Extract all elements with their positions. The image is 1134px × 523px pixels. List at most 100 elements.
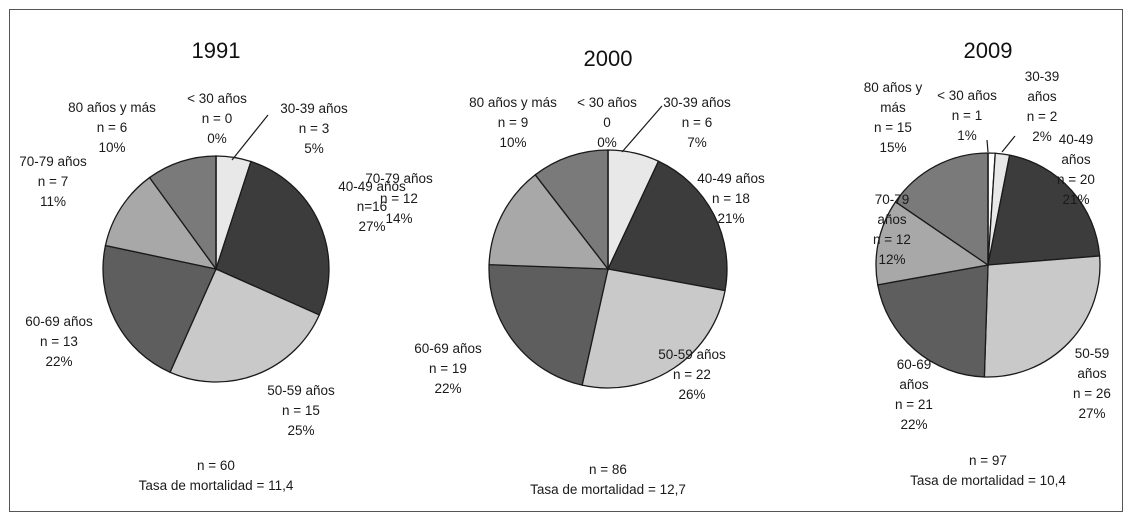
chart-footer-line: n = 86 [589,462,627,477]
slice-label: 50-59 años n = 26 27% [1073,346,1111,421]
slice-label-line: n = 12 [873,232,911,247]
slice-label-line: 27% [358,219,385,234]
slice-label-line: n = 12 [380,191,418,206]
slice-label-line: 1% [957,128,977,143]
slice-label: 70-79 años n = 7 11% [19,154,87,209]
slice-label-line: 60-69 [897,357,932,372]
slice-label-line: más [880,100,906,115]
slice-label-line: 14% [385,211,412,226]
pie-slice-50-59-a-os [983,255,1101,378]
chart-footer-line: Tasa de mortalidad = 10,4 [910,473,1066,488]
leader-line [621,105,663,153]
slice-label: 30-39 años n = 3 5% [280,101,348,156]
slice-label-line: n = 15 [282,403,320,418]
slice-label: 60-69 años n = 19 22% [414,341,482,396]
pie-slice-60-69-a-os [877,264,989,378]
slice-label-line: 25% [287,423,314,438]
slice-label-line: 12% [878,252,905,267]
slice-label: 50-59 años n = 22 26% [658,347,726,402]
chart-title: 2000 [584,46,633,71]
chart-footer: n = 97 Tasa de mortalidad = 10,4 [910,453,1066,488]
slice-label: 40-49 años n=16 27% [338,179,406,234]
slice-label-line: 50-59 años [267,383,335,398]
slice-label-line: 40-49 [1059,132,1094,147]
slice-label-line: 30-39 [1025,69,1060,84]
slice-label-line: 30-39 años [280,101,348,116]
slice-label-line: 21% [1062,192,1089,207]
slice-label-line: 80 años y más [68,100,156,115]
slice-label-line: 7% [687,135,707,150]
pie-chart-2000: 2000 < 30 años 0 0% 30-39 años n = 6 7% 40-49 a… [365,46,765,497]
slice-label: < 30 años n = 0 0% [187,91,247,146]
slice-label-line: 50-59 [1075,346,1110,361]
chart-footer: n = 60 Tasa de mortalidad = 11,4 [139,458,294,493]
slice-label-line: n = 20 [1057,172,1095,187]
slice-label-line: 30-39 años [663,95,731,110]
slice-label-line: n=16 [357,199,387,214]
slice-label-line: 5% [304,141,324,156]
slice-label-line: n = 22 [673,367,711,382]
slice-label-line: n = 15 [874,120,912,135]
pie-chart-1991: 1991 < 30 años n = 0 0% 30-39 años n = 3 5% 40-… [19,38,406,493]
slice-label-line: n = 0 [202,111,232,126]
slice-label-line: < 30 años [577,95,637,110]
slice-label-line: < 30 años [937,88,997,103]
slice-label-line: n = 1 [952,108,982,123]
slice-label: < 30 años 0 0% [577,95,637,150]
slice-label-line: 22% [900,417,927,432]
leader-line [231,114,269,161]
pie-slice-50-59-a-os [581,268,726,389]
slice-label-line: 40-49 años [338,179,406,194]
slice-label-line: 22% [434,381,461,396]
slice-label: 40-49 años n = 20 21% [1057,132,1095,207]
slice-label: 40-49 años n = 18 21% [697,171,765,226]
slice-label-line: 0% [597,135,617,150]
chart-title: 2009 [964,38,1013,63]
chart-footer: n = 86 Tasa de mortalidad = 12,7 [530,462,686,497]
pie-slice-80-a-os-y-m-s [148,155,217,272]
slice-label-line: n = 18 [712,191,750,206]
slice-label: 80 años y más n = 9 10% [469,95,557,150]
pie-slice-70-79-a-os [104,176,218,270]
slice-label-line: 70-79 años [19,154,87,169]
pie-slice-40-49-a-os [987,154,1101,266]
pie-chart-2009: 2009 < 30 años n = 1 1% 30-39 años 2% 40-49 años… [864,38,1111,488]
slice-label-line: 22% [45,354,72,369]
slice-label: 60-69 años n = 21 22% [895,357,933,432]
pie-slice-50-59-a-os [169,268,321,383]
slice-label-line: 0 [603,115,611,130]
pie-slice-70-79-a-os [488,173,610,270]
slice-label-line: 50-59 años [658,347,726,362]
slice-label-line: 15% [879,140,906,155]
slice-label-line: < 30 años [187,91,247,106]
slice-label-line: años [1077,366,1107,381]
slice-label-line: 11% [40,194,66,209]
pie-slice-40-49-a-os [215,160,330,316]
chart-footer-line: Tasa de mortalidad = 12,7 [530,482,686,497]
pie-slice-70-79-a-os [875,200,990,286]
chart-title: 1991 [192,38,241,63]
slice-label-line: años [899,377,929,392]
figure-frame [9,9,1123,512]
slice-label-line: años [877,212,907,227]
slice-label: < 30 años n = 1 1% [937,88,997,143]
chart-footer-line: n = 97 [969,453,1007,468]
slice-label-line: 21% [717,211,744,226]
slice-label: 70-79 años n = 12 12% [873,192,911,267]
slice-label: 80 años y más n = 15 15% [864,80,923,155]
slice-label-line: 60-69 años [414,341,482,356]
slice-label-line: n = 19 [429,361,467,376]
slice-label-line: 60-69 años [25,314,93,329]
slice-label-line: 27% [1078,406,1105,421]
slice-label: 30-39 años n = 6 7% [663,95,731,150]
slice-label-line: n = 9 [498,115,528,130]
pie-slice-60-69-a-os [102,244,217,374]
leader-line [1001,135,1016,153]
chart-footer-line: n = 60 [197,458,235,473]
leader-line [986,139,989,153]
slice-label: 80 años y más n = 6 10% [68,100,156,155]
slice-label-line: 0% [207,131,227,146]
slice-label: 30-39 años 2% [1025,69,1060,144]
slice-label-line: n = 13 [40,334,78,349]
